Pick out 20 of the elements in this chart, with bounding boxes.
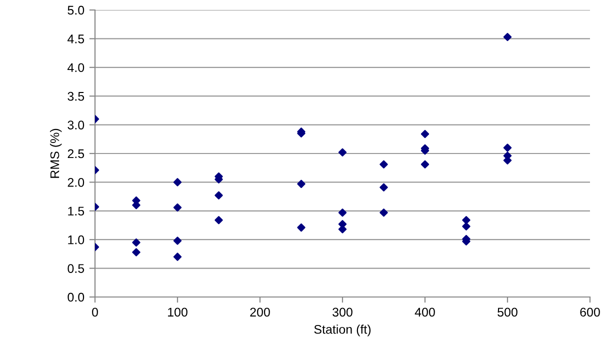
x-tick-label: 500 — [498, 308, 518, 317]
y-tick-label: 1.5 — [68, 206, 84, 216]
y-axis-title: RMS (%) — [50, 128, 62, 178]
y-tick-label: 0.5 — [68, 264, 84, 273]
y-tick-label: 3.0 — [68, 120, 84, 130]
x-tick-label: 100 — [168, 308, 188, 317]
x-tick-label: 400 — [414, 308, 435, 317]
y-tick-label: 1.0 — [68, 235, 84, 244]
y-tick-label: 0.0 — [68, 292, 84, 302]
x-tick-label: 300 — [332, 308, 352, 317]
y-tick-label: 4.0 — [67, 63, 84, 72]
y-tick-label: 3.5 — [68, 92, 84, 101]
y-tick-label: 5.0 — [68, 6, 84, 15]
x-tick-label: 600 — [580, 308, 600, 317]
x-axis-title: Station (ft) — [314, 324, 371, 336]
y-tick-label: 2.5 — [68, 149, 84, 158]
x-tick-label: 200 — [250, 308, 270, 317]
y-tick-label: 4.5 — [67, 34, 84, 44]
y-tick-label: 2.0 — [68, 178, 84, 187]
x-tick-label: 0 — [92, 308, 98, 317]
